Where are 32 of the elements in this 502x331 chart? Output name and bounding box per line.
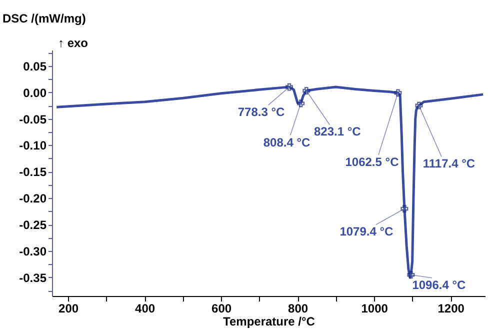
point xyxy=(415,102,423,110)
x-tick-label: 200 xyxy=(58,302,79,316)
x-axis-title: Temperature /°C xyxy=(223,314,316,328)
y-axis-title: DSC /(mW/mg) xyxy=(2,12,86,26)
y-tick-label: -0.15 xyxy=(19,165,47,180)
y-tick-label: -0.30 xyxy=(19,244,47,259)
y-tick-label: -0.05 xyxy=(19,112,47,126)
y-tick-label: -0.25 xyxy=(19,218,47,232)
y-tick-label: -0.20 xyxy=(19,192,47,206)
text: ↑ exo xyxy=(58,36,88,50)
annotation: 823.1 °C xyxy=(314,124,362,139)
annotation: 1079.4 °C xyxy=(340,224,394,239)
point xyxy=(394,89,402,97)
point xyxy=(302,86,310,94)
annotation: 808.4 °C xyxy=(263,135,311,150)
y-tick-label: -0.35 xyxy=(19,270,47,285)
x-tick-label: 400 xyxy=(135,302,156,316)
y-tick-label: 0.05 xyxy=(23,59,47,74)
y-tick-label: -0.10 xyxy=(19,138,47,153)
annotation: 1062.5 °C xyxy=(345,154,400,169)
point xyxy=(286,83,294,91)
x-tick-label: 600 xyxy=(212,302,232,316)
x-tick-label: 1200 xyxy=(438,302,465,316)
annotation: 1117.4 °C xyxy=(422,156,476,171)
x-tick-label: 800 xyxy=(288,302,308,316)
point xyxy=(297,100,305,108)
annotation: 1096.4 °C xyxy=(412,278,466,292)
y-tick-label: 0.00 xyxy=(23,86,47,100)
point xyxy=(407,271,415,279)
annotation: 778.3 °C xyxy=(238,105,286,120)
point xyxy=(400,204,408,212)
x-tick-label: 1000 xyxy=(361,302,388,316)
